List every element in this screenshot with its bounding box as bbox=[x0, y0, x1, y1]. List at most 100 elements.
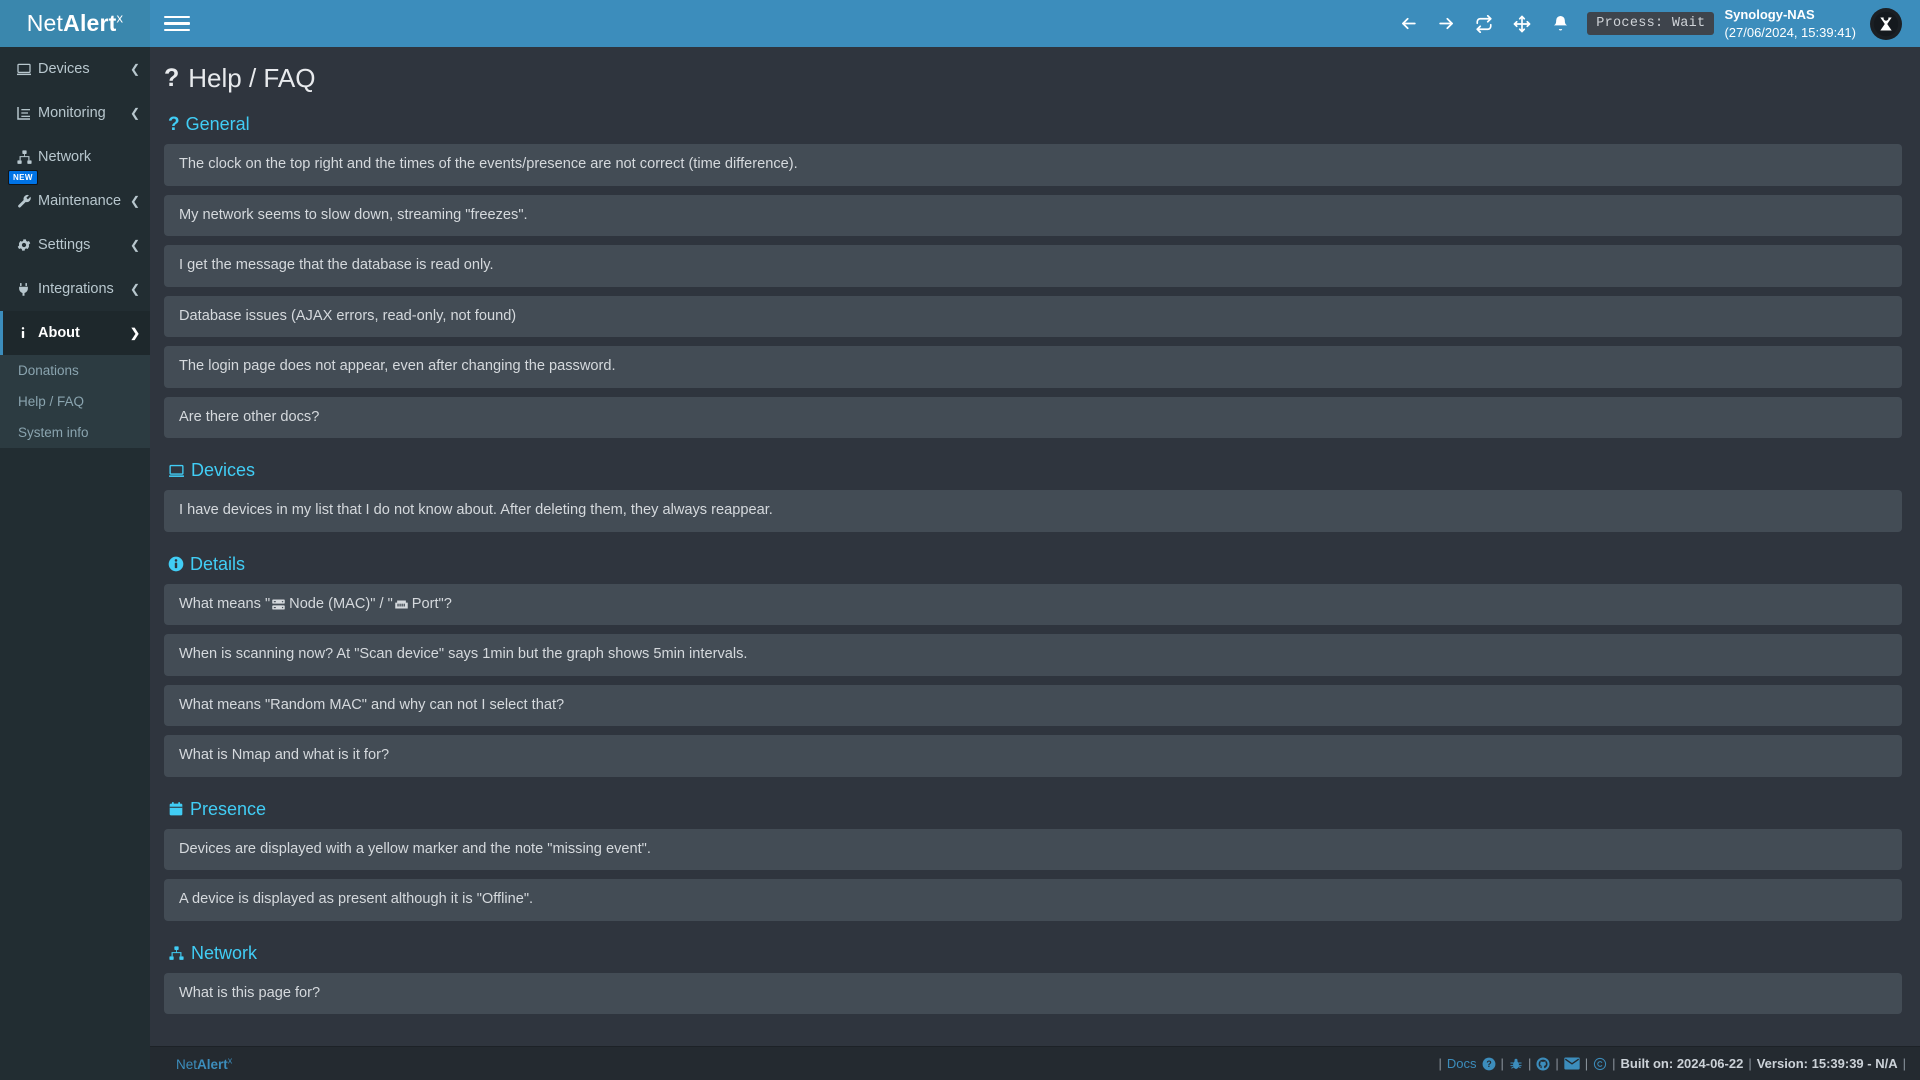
info-icon bbox=[16, 325, 38, 341]
top-bar: NetAlertx Process: Wait Synology-NAS bbox=[0, 0, 1920, 47]
sidebar-item-settings[interactable]: Settings ❮ bbox=[0, 223, 150, 267]
faq-item[interactable]: Database issues (AJAX errors, read-only,… bbox=[164, 295, 1902, 337]
navbar-right-group: Process: Wait Synology-NAS (27/06/2024, … bbox=[1389, 0, 1910, 47]
faq-part-text: Node (MAC)" / " bbox=[289, 595, 393, 612]
navbar: Process: Wait Synology-NAS (27/06/2024, … bbox=[150, 0, 1920, 47]
faq-item[interactable]: Devices are displayed with a yellow mark… bbox=[164, 828, 1902, 870]
sidebar-item-label: Devices bbox=[38, 61, 90, 77]
section-header-details: Details bbox=[168, 554, 1902, 575]
section-title: Devices bbox=[191, 460, 256, 480]
sidebar-item-network[interactable]: Network bbox=[0, 135, 150, 179]
plug-icon bbox=[16, 282, 38, 297]
bug-icon[interactable] bbox=[1509, 1057, 1523, 1071]
faq-item[interactable]: What means " Node (MAC)" / " Port"? bbox=[164, 583, 1902, 625]
sidebar-item-system-info[interactable]: System info bbox=[18, 425, 89, 440]
envelope-icon[interactable] bbox=[1564, 1057, 1580, 1070]
sidebar-item-about[interactable]: About ❯ bbox=[0, 311, 150, 355]
main-content: ? Help / FAQ ? General The clock on the … bbox=[150, 47, 1920, 1080]
sidebar: Devices ❮ Monitoring ❮ Network NEW Maint… bbox=[0, 47, 150, 1080]
faq-item[interactable]: When is scanning now? At "Scan device" s… bbox=[164, 634, 1902, 676]
chevron-down-icon: ❯ bbox=[129, 326, 140, 340]
arrow-left-icon[interactable] bbox=[1389, 0, 1427, 47]
copyright-icon[interactable] bbox=[1593, 1057, 1607, 1071]
github-icon[interactable] bbox=[1536, 1056, 1550, 1071]
host-info: Synology-NAS (27/06/2024, 15:39:41) bbox=[1724, 6, 1870, 41]
docs-link[interactable]: Docs bbox=[1446, 1056, 1477, 1071]
section-title: General bbox=[185, 114, 250, 134]
sidebar-item-maintenance[interactable]: NEW Maintenance ❮ bbox=[0, 170, 150, 223]
faq-item[interactable]: I get the message that the database is r… bbox=[164, 245, 1902, 287]
server-icon bbox=[271, 597, 286, 612]
sidebar-item-label: Settings bbox=[38, 237, 91, 253]
footer-separator: | bbox=[1527, 1056, 1532, 1071]
section-header-devices: Devices bbox=[168, 460, 1902, 481]
faq-item[interactable]: What is this page for? bbox=[164, 972, 1902, 1014]
chevron-left-icon: ❮ bbox=[129, 106, 140, 120]
question-circle-icon[interactable]: ? bbox=[1482, 1057, 1496, 1071]
faq-item[interactable]: The clock on the top right and the times… bbox=[164, 144, 1902, 186]
footer-separator: | bbox=[1748, 1056, 1752, 1071]
page-title-text: Help / FAQ bbox=[188, 63, 316, 93]
section-header-presence: Presence bbox=[168, 799, 1902, 820]
logo-superscript: x bbox=[116, 10, 124, 26]
hostname: Synology-NAS bbox=[1724, 6, 1815, 22]
faq-item[interactable]: I have devices in my list that I do not … bbox=[164, 490, 1902, 532]
footer-logo-superscript: x bbox=[227, 1055, 233, 1066]
sidebar-item-label: Maintenance bbox=[38, 193, 122, 209]
user-avatar-icon[interactable] bbox=[1870, 7, 1902, 40]
footer-separator: | bbox=[1500, 1056, 1504, 1071]
footer-separator: | bbox=[1555, 1056, 1559, 1071]
hamburger-icon[interactable] bbox=[164, 11, 190, 37]
process-status-badge: Process: Wait bbox=[1587, 12, 1715, 35]
page-title: ? Help / FAQ bbox=[150, 47, 1920, 94]
footer-brand[interactable]: NetAlertx bbox=[164, 1055, 232, 1072]
laptop-icon bbox=[16, 61, 38, 77]
sidebar-item-label: Network bbox=[38, 149, 92, 165]
sidebar-item-label: Monitoring bbox=[38, 105, 106, 121]
host-timestamp: (27/06/2024, 15:39:41) bbox=[1724, 24, 1856, 40]
faq-part-text: Port"? bbox=[411, 595, 452, 612]
sidebar-item-integrations[interactable]: Integrations ❮ bbox=[0, 267, 150, 311]
footer-links: | Docs ? | | | | | Built on: 2024-06-22 … bbox=[1439, 1056, 1906, 1071]
faq-sections: ? General The clock on the top right and… bbox=[150, 94, 1920, 1014]
chevron-left-icon: ❮ bbox=[129, 238, 140, 252]
info-circle-icon bbox=[168, 556, 184, 572]
sitemap-icon bbox=[16, 149, 38, 166]
gear-icon bbox=[16, 237, 38, 253]
faq-part-text: What means " bbox=[179, 595, 271, 612]
footer: NetAlertx | Docs ? | | | | | Built on: 2… bbox=[150, 1046, 1920, 1080]
faq-item[interactable]: Are there other docs? bbox=[164, 396, 1902, 438]
footer-separator: | bbox=[1902, 1056, 1906, 1071]
faq-item[interactable]: My network seems to slow down, streaming… bbox=[164, 194, 1902, 236]
footer-separator: | bbox=[1612, 1056, 1616, 1071]
question-mark-icon: ? bbox=[168, 114, 180, 135]
chart-list-icon bbox=[16, 105, 38, 121]
arrow-right-icon[interactable] bbox=[1427, 0, 1465, 47]
refresh-icon[interactable] bbox=[1465, 0, 1503, 47]
faq-item[interactable]: A device is displayed as present althoug… bbox=[164, 879, 1902, 921]
sidebar-item-help-faq[interactable]: Help / FAQ bbox=[18, 394, 85, 409]
logo-alert: Alert bbox=[63, 10, 117, 36]
section-header-network: Network bbox=[168, 943, 1902, 964]
chevron-left-icon: ❮ bbox=[129, 282, 140, 296]
faq-item[interactable]: The login page does not appear, even aft… bbox=[164, 346, 1902, 388]
sitemap-icon bbox=[168, 945, 185, 962]
faq-item[interactable]: What is Nmap and what is it for? bbox=[164, 735, 1902, 777]
sidebar-item-label: About bbox=[38, 325, 80, 341]
chevron-left-icon: ❮ bbox=[129, 62, 140, 76]
built-on-label: Built on: 2024-06-22 bbox=[1620, 1056, 1744, 1071]
footer-logo-alert: Alert bbox=[197, 1056, 228, 1072]
faq-item[interactable]: What means "Random MAC" and why can not … bbox=[164, 684, 1902, 726]
section-title: Presence bbox=[190, 798, 267, 819]
ethernet-port-icon bbox=[394, 597, 409, 612]
sidebar-item-devices[interactable]: Devices ❮ bbox=[0, 47, 150, 91]
bell-icon[interactable] bbox=[1541, 0, 1579, 47]
sidebar-item-monitoring[interactable]: Monitoring ❮ bbox=[0, 91, 150, 135]
section-title: Details bbox=[190, 553, 246, 574]
question-mark-icon: ? bbox=[164, 64, 180, 92]
app-logo[interactable]: NetAlertx bbox=[0, 0, 150, 47]
move-icon[interactable] bbox=[1503, 0, 1541, 47]
section-header-general: ? General bbox=[168, 114, 1902, 135]
sidebar-item-donations[interactable]: Donations bbox=[18, 363, 79, 378]
footer-logo-net: Net bbox=[176, 1056, 198, 1072]
